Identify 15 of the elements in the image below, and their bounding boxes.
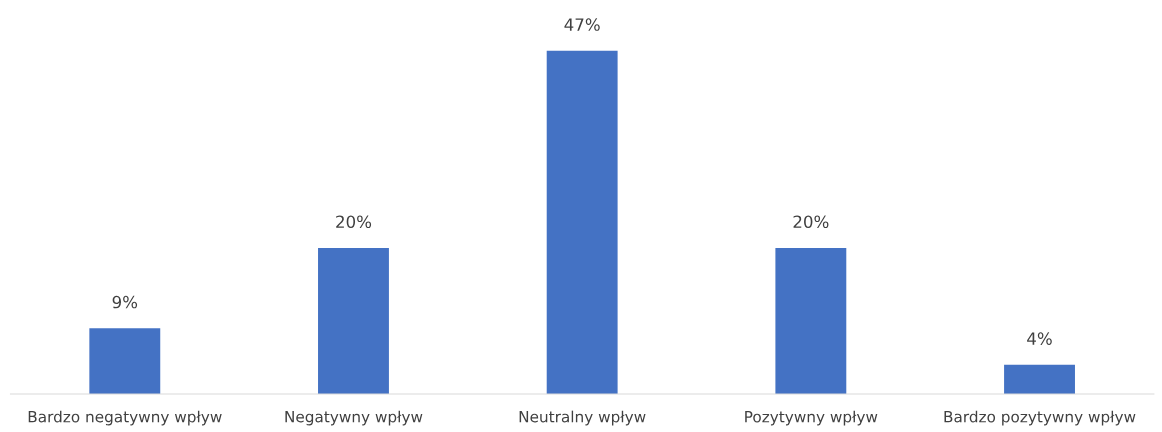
x-tick-label: Neutralny wpływ bbox=[519, 410, 646, 426]
data-label: 4% bbox=[1027, 332, 1052, 345]
data-label: 20% bbox=[336, 215, 372, 229]
bar bbox=[1004, 364, 1075, 394]
data-label: 20% bbox=[793, 215, 829, 229]
x-tick-label: Pozytywny wpływ bbox=[745, 410, 878, 426]
data-label: 9% bbox=[112, 295, 138, 309]
bar bbox=[775, 247, 847, 394]
bar bbox=[89, 328, 161, 394]
data-label: 47% bbox=[564, 18, 600, 31]
x-tick-label: Bardzo negatywny wpływ bbox=[28, 410, 222, 426]
x-tick-label: Negatywny wpływ bbox=[285, 410, 423, 426]
bar bbox=[318, 247, 389, 394]
bar bbox=[546, 50, 618, 394]
x-tick-label: Bardzo pozytywny wpływ bbox=[944, 410, 1136, 426]
